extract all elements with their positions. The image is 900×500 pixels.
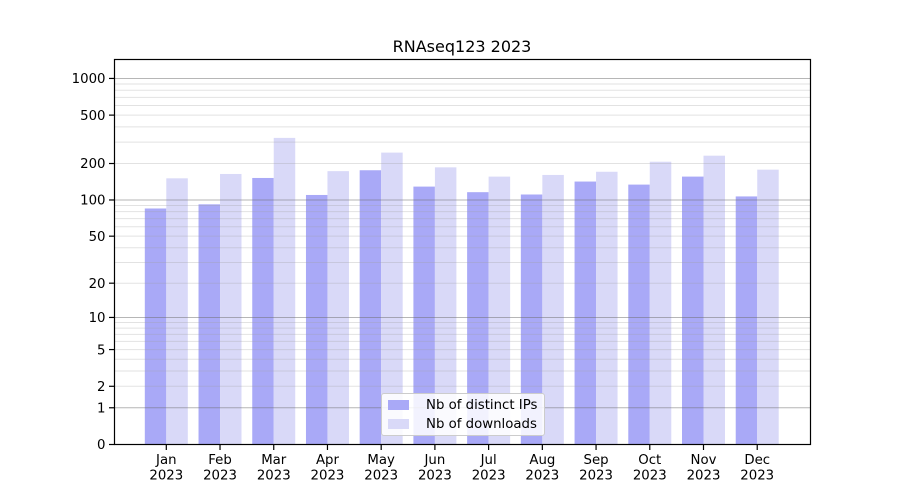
bar-distinct-ips <box>359 170 382 445</box>
legend-label-distinct-ips: Nb of distinct IPs <box>426 397 538 413</box>
y-tick-label: 1 <box>97 401 105 416</box>
bar-downloads <box>220 173 242 445</box>
legend-swatch-distinct-ips <box>388 400 409 410</box>
axes-layer <box>109 58 812 450</box>
tick-labels-layer: 01251020501002005001000Jan2023Feb2023Mar… <box>72 72 774 483</box>
bar-downloads <box>703 155 725 445</box>
y-tick-label: 500 <box>80 109 105 124</box>
bar-distinct-ips <box>144 208 167 445</box>
bar-downloads <box>273 137 296 445</box>
bar-distinct-ips <box>413 186 435 445</box>
x-tick-label-year: 2023 <box>633 469 667 484</box>
bar-downloads <box>757 169 779 445</box>
x-tick-label-month: Jan <box>155 453 177 468</box>
y-tick-label: 10 <box>89 311 106 326</box>
bar-distinct-ips <box>467 192 489 445</box>
x-tick-label-month: Apr <box>316 453 340 468</box>
legend: Nb of distinct IPs Nb of downloads <box>381 393 545 436</box>
y-tick-label: 5 <box>97 343 105 358</box>
x-tick-label-year: 2023 <box>472 469 506 484</box>
x-tick-label-month: Jul <box>480 453 497 468</box>
x-tick-label-month: May <box>367 453 395 468</box>
y-tick-label: 2 <box>97 380 105 395</box>
x-tick-label-year: 2023 <box>203 469 237 484</box>
y-tick-label: 50 <box>89 230 106 245</box>
x-tick-label-month: Jun <box>424 453 446 468</box>
bar-distinct-ips <box>682 176 704 445</box>
x-tick-label-year: 2023 <box>311 469 345 484</box>
y-tick-label: 100 <box>80 194 105 209</box>
x-tick-label-month: Nov <box>691 453 717 468</box>
x-tick-label-month: Feb <box>208 453 232 468</box>
x-tick-label-month: Mar <box>261 453 287 468</box>
bar-downloads <box>166 178 188 445</box>
bar-distinct-ips <box>735 196 758 445</box>
x-tick-label-month: Oct <box>638 453 661 468</box>
bar-distinct-ips <box>574 181 597 445</box>
legend-label-downloads: Nb of downloads <box>426 416 537 432</box>
bars-layer <box>144 137 779 445</box>
x-tick-label-year: 2023 <box>149 469 183 484</box>
y-tick-label: 200 <box>80 157 105 172</box>
chart-title: RNAseq123 2023 <box>393 37 532 56</box>
x-tick-label-year: 2023 <box>418 469 452 484</box>
x-tick-label-month: Sep <box>584 453 609 468</box>
x-tick-label-year: 2023 <box>687 469 721 484</box>
legend-swatch-downloads <box>388 419 409 429</box>
bar-downloads <box>542 174 564 445</box>
x-tick-label-month: Dec <box>744 453 770 468</box>
x-tick-label-year: 2023 <box>364 469 398 484</box>
plot-border <box>113 58 812 446</box>
bar-distinct-ips <box>198 204 221 445</box>
x-tick-label-year: 2023 <box>525 469 559 484</box>
y-tick-label: 20 <box>89 277 106 292</box>
x-tick-label-year: 2023 <box>579 469 613 484</box>
bar-downloads <box>488 176 511 445</box>
bar-distinct-ips <box>305 194 328 445</box>
legend-item-distinct-ips: Nb of distinct IPs <box>382 397 544 413</box>
legend-item-downloads: Nb of downloads <box>382 416 544 432</box>
bar-downloads <box>596 171 618 445</box>
bar-distinct-ips <box>628 184 650 445</box>
x-tick-label-year: 2023 <box>740 469 774 484</box>
bar-downloads <box>434 167 457 445</box>
bar-downloads <box>649 161 672 445</box>
gridlines-layer <box>114 77 811 409</box>
y-tick-label: 1000 <box>72 72 106 87</box>
bar-distinct-ips <box>252 177 274 445</box>
x-tick-label-year: 2023 <box>257 469 291 484</box>
bar-distinct-ips <box>520 194 543 445</box>
bar-downloads <box>381 152 403 445</box>
x-tick-label-month: Aug <box>529 453 555 468</box>
y-tick-label: 0 <box>97 438 105 453</box>
bar-downloads <box>327 171 349 445</box>
